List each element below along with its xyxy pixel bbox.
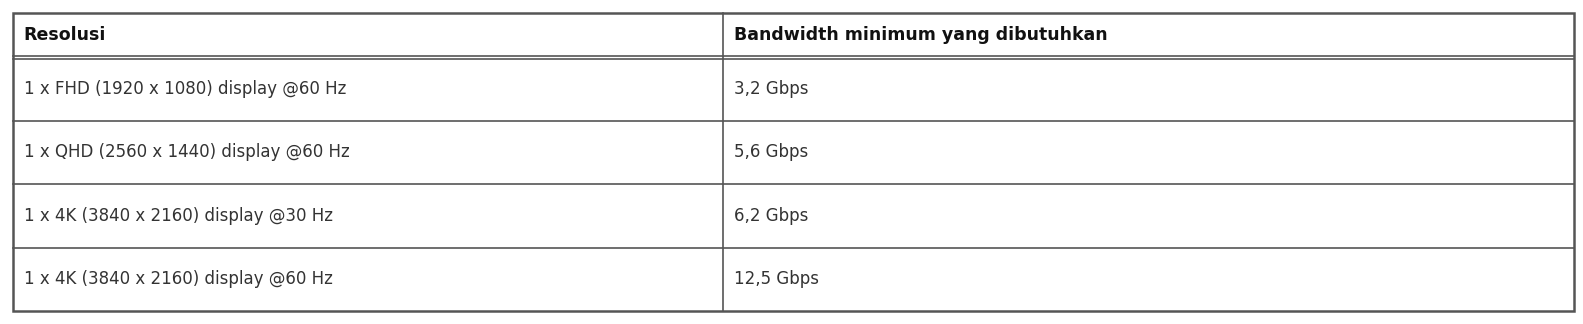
Text: Resolusi: Resolusi bbox=[24, 26, 106, 44]
Text: 3,2 Gbps: 3,2 Gbps bbox=[735, 80, 809, 98]
Text: 1 x 4K (3840 x 2160) display @60 Hz: 1 x 4K (3840 x 2160) display @60 Hz bbox=[24, 270, 332, 288]
Text: 5,6 Gbps: 5,6 Gbps bbox=[735, 143, 809, 161]
Text: 1 x 4K (3840 x 2160) display @30 Hz: 1 x 4K (3840 x 2160) display @30 Hz bbox=[24, 207, 332, 225]
Text: Bandwidth minimum yang dibutuhkan: Bandwidth minimum yang dibutuhkan bbox=[735, 26, 1108, 44]
Text: 6,2 Gbps: 6,2 Gbps bbox=[735, 207, 809, 225]
Text: 1 x FHD (1920 x 1080) display @60 Hz: 1 x FHD (1920 x 1080) display @60 Hz bbox=[24, 80, 347, 98]
Text: 1 x QHD (2560 x 1440) display @60 Hz: 1 x QHD (2560 x 1440) display @60 Hz bbox=[24, 143, 350, 161]
Text: 12,5 Gbps: 12,5 Gbps bbox=[735, 270, 818, 288]
